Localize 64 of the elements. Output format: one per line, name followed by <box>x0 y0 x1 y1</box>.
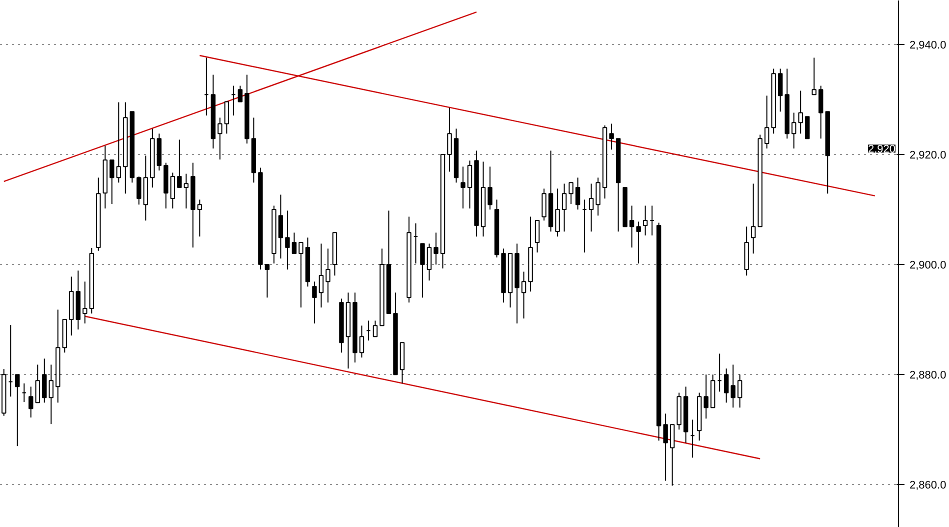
candlestick <box>264 264 270 298</box>
candlestick <box>420 243 425 298</box>
candlestick <box>238 85 243 102</box>
candlestick <box>285 210 290 270</box>
candlestick <box>426 243 432 282</box>
candlestick <box>818 85 824 140</box>
candlestick <box>636 221 641 264</box>
candlestick <box>704 374 708 420</box>
candlestick <box>812 57 816 96</box>
candlestick <box>724 368 729 404</box>
candlestick <box>372 320 378 338</box>
candlestick <box>568 182 574 205</box>
candlestick <box>629 205 634 248</box>
candlestick <box>467 160 472 209</box>
candlestick <box>460 166 466 209</box>
candlestick <box>737 374 742 408</box>
candlestick <box>575 177 580 210</box>
candlestick <box>136 176 142 206</box>
candlestick <box>521 271 526 319</box>
candlestick <box>110 160 114 205</box>
candlestick <box>224 101 230 134</box>
candlestick <box>542 188 546 222</box>
candlestick <box>730 364 736 408</box>
candlestick <box>596 177 600 216</box>
candlestick <box>170 172 176 209</box>
candlestick <box>278 194 284 259</box>
candlestick <box>562 183 567 232</box>
candlestick <box>82 281 88 324</box>
candlestick <box>791 112 796 149</box>
candlestick <box>292 232 297 254</box>
candlestick <box>312 281 317 324</box>
candlestick <box>28 386 34 418</box>
candlestick <box>804 116 810 140</box>
candlestick <box>359 325 364 358</box>
candlestick <box>35 364 40 404</box>
candlestick <box>534 220 540 253</box>
candlestick <box>326 248 330 304</box>
y-tick-label: 2,940.0 <box>910 40 946 52</box>
candlestick <box>298 242 304 308</box>
candlestick <box>218 117 222 160</box>
candlestick <box>15 374 20 447</box>
candlestick <box>318 243 324 308</box>
candlestick <box>447 107 452 172</box>
candlestick <box>184 173 189 209</box>
candlestick <box>42 358 47 404</box>
y-tick-label: 2,860.0 <box>910 480 946 492</box>
y-tick-label: 2,880.0 <box>910 370 946 382</box>
candlestick <box>642 205 648 236</box>
candlestick <box>116 102 122 184</box>
candlestick <box>555 188 560 237</box>
candlestick <box>609 123 614 150</box>
candlestick <box>798 90 803 134</box>
candlestick <box>778 68 783 112</box>
y-tick-label: 2,920.0 <box>910 150 946 162</box>
candlestick <box>434 232 438 266</box>
candlestick <box>488 166 492 210</box>
candlestick <box>48 364 54 425</box>
candlestick <box>197 199 202 237</box>
candlestick <box>177 139 182 188</box>
y-tick-label: 2,900.0 <box>910 260 946 272</box>
candlestick <box>764 95 770 149</box>
candlestick <box>750 183 756 254</box>
candlestick <box>663 413 668 482</box>
candlestick <box>588 183 594 232</box>
